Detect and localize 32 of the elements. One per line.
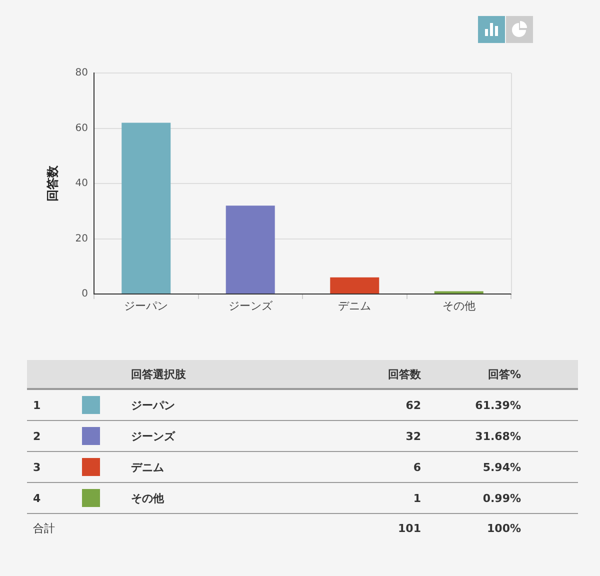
y-tick-label: 20	[75, 233, 88, 244]
category-label: デニム	[131, 460, 164, 474]
y-tick-label: 0	[82, 288, 88, 300]
y-tick-label: 40	[75, 178, 88, 190]
x-tick-label: ジーパン	[124, 299, 168, 312]
x-tick-label: その他	[442, 299, 476, 312]
text: 1	[27, 389, 82, 420]
category-label: ジーンズ	[131, 430, 175, 442]
y-axis-title: 回答数	[45, 164, 60, 202]
x-tick-label: デニム	[338, 299, 372, 312]
text: 5.94%	[421, 452, 521, 482]
text: 回答数	[387, 366, 421, 382]
text: 32	[351, 420, 421, 452]
y-tick-label: 60	[75, 122, 88, 134]
text: 0.99%	[421, 482, 521, 514]
text: 61.39%	[421, 389, 521, 420]
text: 3	[27, 452, 82, 482]
text: 1	[351, 482, 421, 514]
text: 100%	[486, 520, 521, 536]
text: 2	[27, 420, 82, 452]
category-label: その他	[131, 492, 164, 504]
y-tick-label: 80	[75, 68, 88, 79]
text: 101	[397, 520, 421, 536]
text: 回答選択肢	[131, 366, 187, 382]
category-label: ジーパン	[131, 398, 175, 412]
text: 62	[351, 389, 421, 420]
text: 31.68%	[421, 420, 521, 452]
x-tick-label: ジーンズ	[228, 299, 274, 312]
text: 6	[351, 452, 421, 482]
text: 4	[27, 482, 82, 514]
text: 合計	[32, 520, 56, 536]
text: 回答%	[486, 366, 521, 382]
